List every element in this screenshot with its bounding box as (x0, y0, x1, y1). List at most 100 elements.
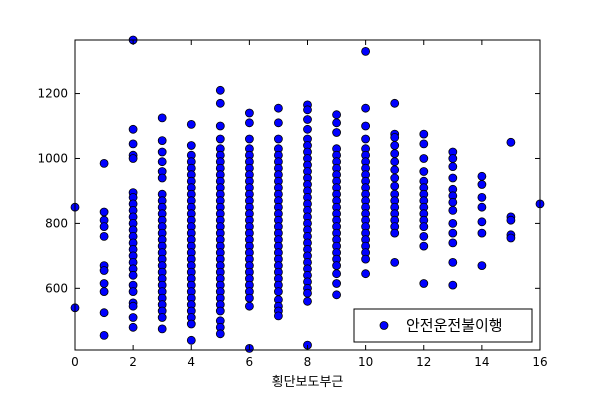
data-point (303, 105, 312, 115)
data-point (273, 311, 283, 321)
data-point (128, 139, 138, 149)
data-point (332, 118, 342, 128)
data-point (332, 290, 342, 300)
data-point (244, 134, 254, 144)
data-point (157, 157, 167, 167)
data-point (361, 121, 371, 131)
data-point (128, 301, 138, 311)
data-point (303, 124, 312, 134)
data-point (99, 207, 109, 217)
data-point (448, 197, 458, 207)
ticks-layer: 0 2 4 6 8 10 12 14 16 600 800 1000 1200 (37, 40, 548, 369)
data-point (128, 270, 138, 280)
data-point (128, 313, 138, 322)
data-point (390, 141, 400, 150)
data-point (128, 322, 138, 332)
data-point (215, 98, 225, 108)
data-point (390, 132, 400, 142)
data-point (448, 238, 458, 248)
data-point (390, 157, 400, 167)
data-point (390, 98, 400, 108)
x-tick-label: 14 (474, 355, 489, 369)
data-point (273, 103, 283, 113)
data-point (419, 167, 429, 176)
x-axis-label: 횡단보도부근 (272, 375, 344, 390)
x-tick-label: 8 (304, 355, 312, 369)
data-point (361, 134, 371, 144)
data-point (244, 293, 254, 303)
data-point (419, 129, 429, 139)
data-point (303, 115, 312, 124)
data-point (506, 215, 516, 225)
data-point (361, 269, 371, 279)
data-point (99, 287, 109, 297)
data-point (332, 128, 342, 137)
data-point (506, 233, 516, 243)
data-point (157, 313, 167, 322)
data-point (157, 147, 167, 157)
y-tick-label: 800 (45, 216, 68, 230)
data-point (332, 279, 342, 288)
data-point (303, 296, 312, 306)
data-point (215, 85, 225, 95)
data-point (99, 231, 109, 241)
data-point (448, 154, 458, 163)
data-point (244, 301, 254, 311)
data-point (186, 335, 196, 345)
data-point (448, 205, 458, 215)
data-point (390, 181, 400, 191)
x-tick-label: 0 (71, 355, 79, 369)
data-point (99, 158, 109, 168)
data-point (477, 217, 487, 227)
data-point (419, 241, 429, 251)
data-point (215, 306, 225, 316)
data-point (448, 228, 458, 238)
y-tick-label: 1000 (37, 151, 68, 165)
data-point (390, 149, 400, 159)
data-point (361, 47, 371, 56)
data-point (186, 141, 196, 150)
data-point (390, 257, 400, 267)
data-point (390, 228, 400, 238)
data-point (448, 162, 458, 172)
data-point (99, 266, 109, 275)
data-point (448, 218, 458, 228)
data-point (215, 134, 225, 144)
data-point (361, 103, 371, 113)
data-point (419, 231, 429, 241)
data-point (99, 279, 109, 288)
data-point (419, 222, 429, 232)
x-tick-label: 12 (416, 355, 431, 369)
data-point (477, 171, 487, 181)
data-point (128, 287, 138, 297)
data-point (419, 139, 429, 149)
data-point (448, 257, 458, 267)
data-point (390, 165, 400, 175)
data-point (390, 173, 400, 183)
data-point (157, 324, 167, 334)
data-point (128, 154, 138, 163)
data-point (244, 108, 254, 118)
data-point (332, 269, 342, 279)
data-point (448, 173, 458, 183)
data-point (215, 329, 225, 339)
data-point (361, 254, 371, 264)
data-point (477, 180, 487, 189)
data-point (273, 134, 283, 144)
data-point (477, 228, 487, 238)
x-tick-label: 4 (187, 355, 195, 369)
x-tick-label: 2 (129, 355, 137, 369)
data-point (99, 308, 109, 318)
y-tick-label: 1200 (37, 87, 68, 101)
data-point (506, 137, 516, 147)
points-layer (70, 35, 545, 353)
data-point (477, 261, 487, 271)
data-point (273, 118, 283, 128)
data-point (157, 136, 167, 146)
legend-marker (379, 321, 389, 330)
data-point (128, 124, 138, 134)
data-point (186, 319, 196, 329)
data-point (419, 154, 429, 163)
legend-label: 안전운전불이행 (406, 317, 503, 335)
data-point (448, 280, 458, 290)
